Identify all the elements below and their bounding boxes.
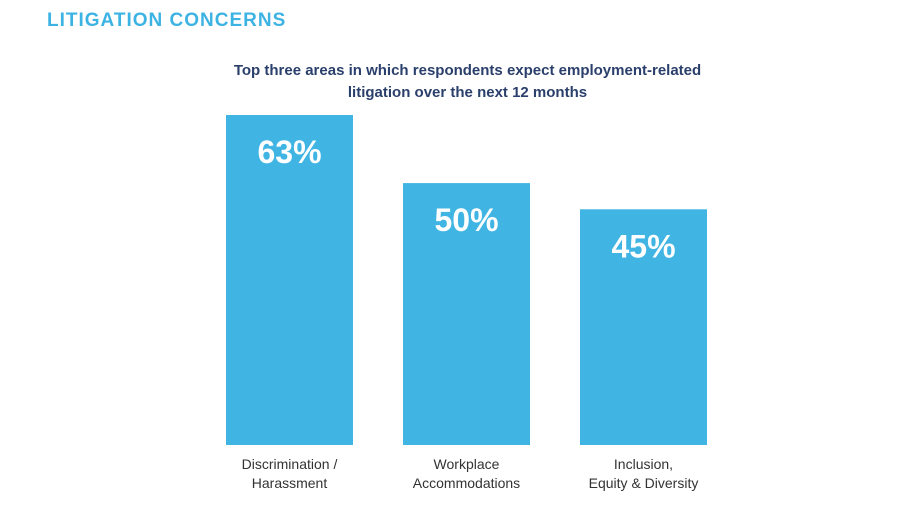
bar-3 xyxy=(580,209,707,445)
category-label-1-line-1: Discrimination / xyxy=(242,456,338,472)
page-heading: LITIGATION CONCERNS xyxy=(47,10,287,31)
chart-subtitle-line-2: litigation over the next 12 months xyxy=(347,84,588,101)
chart-subtitle-line-1: Top three areas in which respondents exp… xyxy=(233,62,702,79)
category-label-2-line-2: Accommodations xyxy=(413,475,520,491)
category-label-1-line-2: Harassment xyxy=(252,475,328,491)
bar-1 xyxy=(226,115,353,445)
bar-2 xyxy=(403,183,530,445)
category-label-2-line-1: Workplace xyxy=(434,456,500,472)
bar-value-label-3: 45% xyxy=(611,228,675,264)
category-label-3-line-2: Equity & Diversity xyxy=(589,475,699,491)
bar-value-label-2: 50% xyxy=(434,202,498,238)
category-label-3-line-1: Inclusion, xyxy=(614,456,673,472)
bar-value-label-1: 63% xyxy=(257,134,321,170)
chart-subtitle: Top three areas in which respondents exp… xyxy=(200,60,735,104)
